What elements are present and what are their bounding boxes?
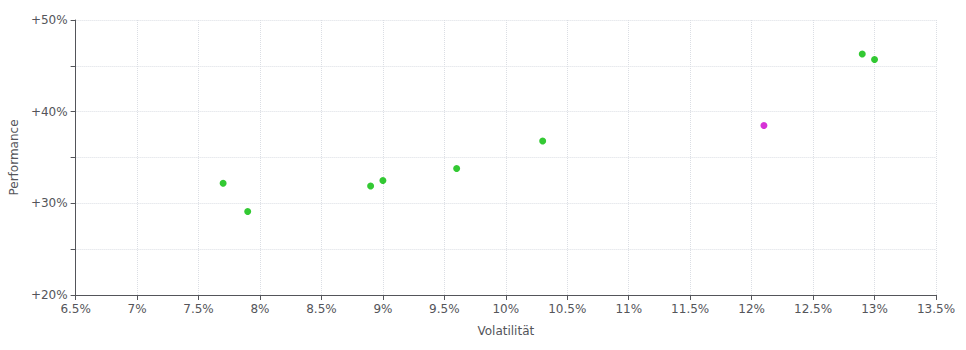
svg-text:6.5%: 6.5%	[60, 302, 91, 316]
svg-text:12%: 12%	[738, 302, 765, 316]
svg-text:13.5%: 13.5%	[917, 302, 955, 316]
svg-text:10.5%: 10.5%	[548, 302, 586, 316]
svg-text:13%: 13%	[861, 302, 888, 316]
svg-text:+50%: +50%	[31, 13, 68, 27]
svg-text:+40%: +40%	[31, 105, 68, 119]
svg-text:+30%: +30%	[31, 196, 68, 210]
svg-text:9%: 9%	[373, 302, 392, 316]
svg-text:Volatilität: Volatilität	[477, 324, 534, 338]
svg-text:Performance: Performance	[7, 119, 21, 195]
svg-text:7.5%: 7.5%	[183, 302, 214, 316]
svg-text:7%: 7%	[128, 302, 147, 316]
svg-text:11%: 11%	[615, 302, 642, 316]
svg-text:8.5%: 8.5%	[306, 302, 337, 316]
svg-text:8%: 8%	[250, 302, 269, 316]
svg-text:10%: 10%	[492, 302, 519, 316]
svg-text:+20%: +20%	[31, 288, 68, 302]
svg-text:11.5%: 11.5%	[671, 302, 709, 316]
svg-text:12.5%: 12.5%	[794, 302, 832, 316]
svg-text:9.5%: 9.5%	[429, 302, 460, 316]
